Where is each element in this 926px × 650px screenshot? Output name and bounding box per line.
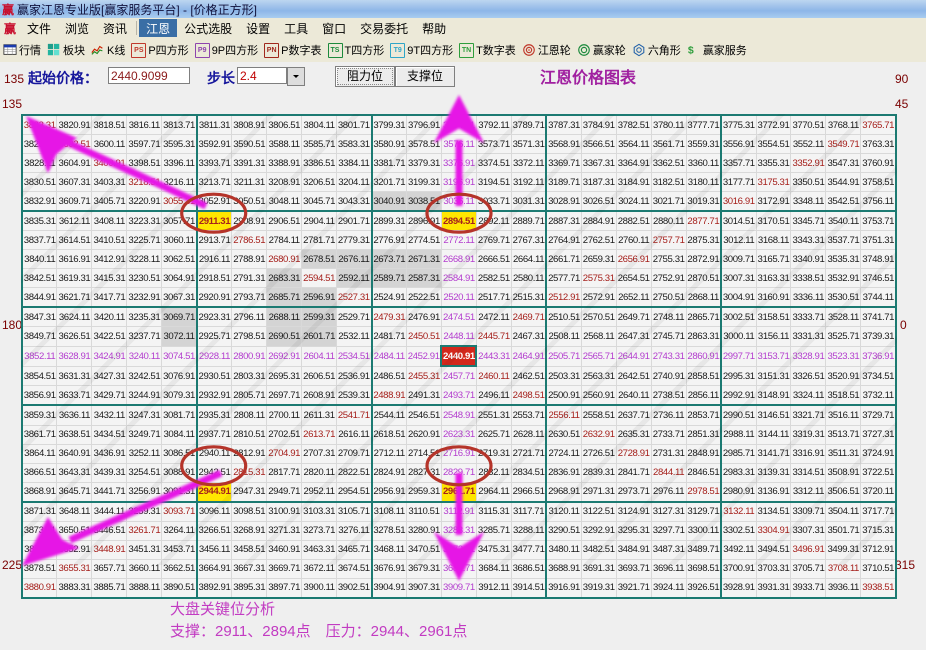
svg-text:$: $	[688, 45, 694, 57]
